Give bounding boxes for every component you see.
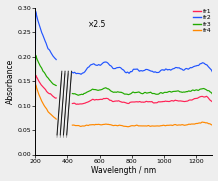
Y-axis label: Absorbance: Absorbance <box>5 58 15 104</box>
Legend: fr1, fr2, fr3, fr4: fr1, fr2, fr3, fr4 <box>193 9 211 33</box>
Text: ×2.5: ×2.5 <box>89 20 107 29</box>
X-axis label: Wavelength / nm: Wavelength / nm <box>91 167 156 175</box>
